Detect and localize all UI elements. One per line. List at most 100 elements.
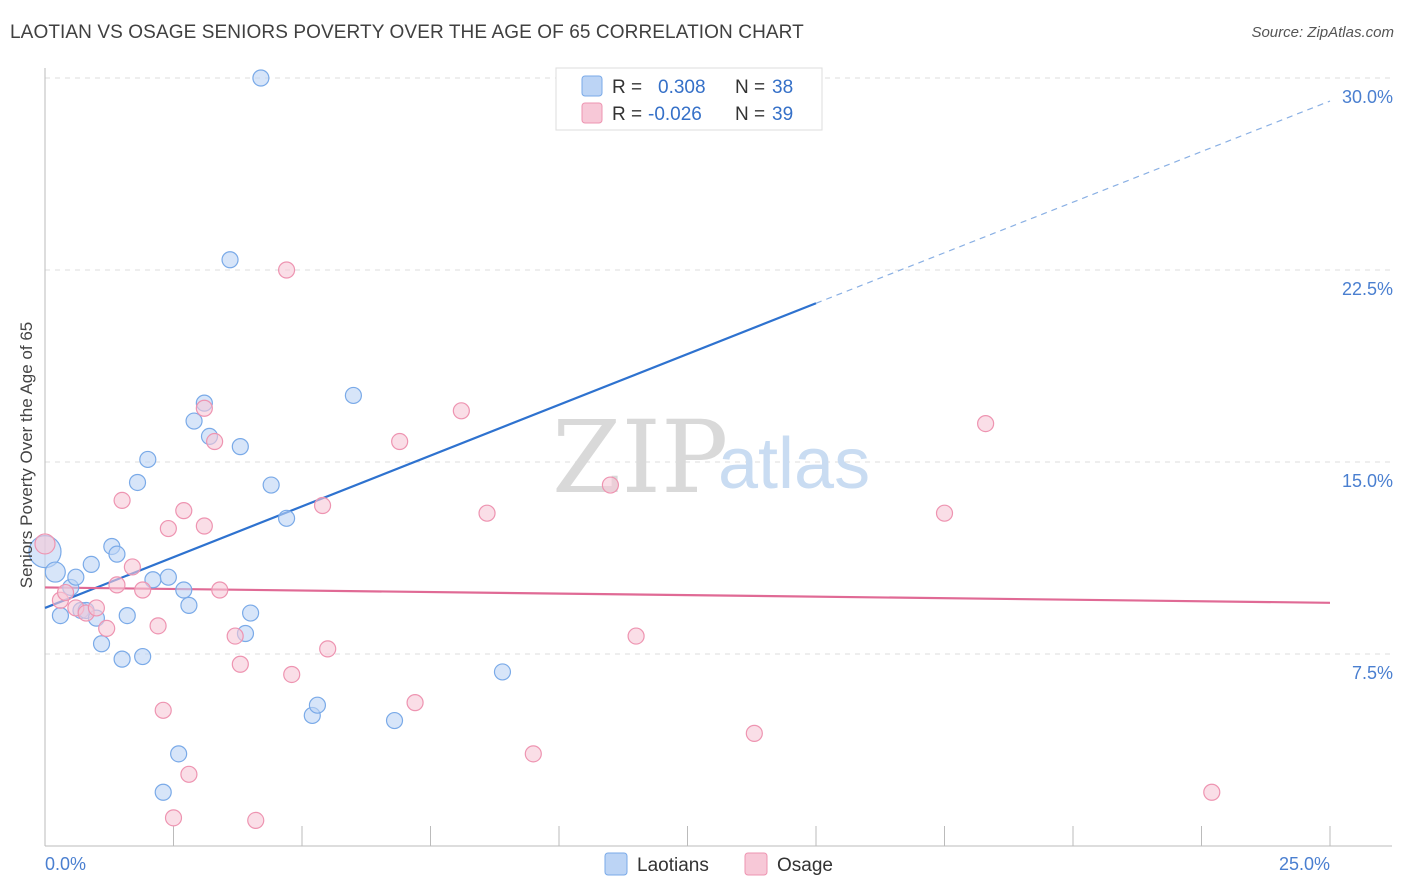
point-osage-5 <box>87 599 106 617</box>
point-osage-13 <box>159 519 177 538</box>
point-osage-31 <box>478 504 496 522</box>
chart-source: Source: ZipAtlas.com <box>1251 24 1394 41</box>
point-osage-19 <box>206 432 224 451</box>
point-laotians-26 <box>221 251 239 269</box>
gridlines <box>45 77 1392 655</box>
point-laotians-37 <box>493 663 512 681</box>
point-laotians-19 <box>159 568 177 586</box>
point-osage-33 <box>601 476 620 494</box>
point-osage-29 <box>406 694 424 712</box>
point-laotians-18 <box>154 783 172 801</box>
point-osage-35 <box>745 724 763 742</box>
trend-line-laotians <box>44 302 817 609</box>
watermark: ZIP atlas <box>552 399 870 516</box>
point-osage-25 <box>283 665 301 684</box>
trend-line-osage <box>44 586 1331 604</box>
point-osage-27 <box>319 640 337 658</box>
point-osage-15 <box>175 502 193 520</box>
point-laotians-12 <box>113 650 131 668</box>
point-laotians-27 <box>231 438 249 456</box>
y-tick-label-0: 7.5% <box>1352 663 1393 683</box>
watermark-atlas: atlas <box>718 424 870 504</box>
point-laotians-22 <box>180 596 198 614</box>
point-laotians-2 <box>51 606 70 625</box>
bottom-legend: Laotians Osage <box>604 852 833 876</box>
point-osage-11 <box>149 617 167 635</box>
point-osage-26 <box>313 496 332 515</box>
point-osage-22 <box>231 655 249 673</box>
legend-r-value-osage: -0.026 <box>648 104 702 125</box>
point-laotians-11 <box>108 545 126 563</box>
point-osage-14 <box>164 809 183 827</box>
legend-n-value-laotians: 38 <box>772 77 793 98</box>
watermark-zip: ZIP <box>552 399 728 516</box>
point-laotians-30 <box>252 69 270 87</box>
point-laotians-21 <box>175 581 193 599</box>
bottom-legend-label-osage: Osage <box>777 855 833 876</box>
legend-n-label-osage: N = <box>735 104 765 125</box>
axes <box>44 68 1392 847</box>
y-tick-label-2: 22.5% <box>1342 279 1393 299</box>
trend-line-laotians-extension <box>815 100 1331 304</box>
point-laotians-4 <box>67 568 85 586</box>
legend-r-label-laotians: R = <box>612 77 642 98</box>
bottom-legend-swatch-osage <box>744 852 768 876</box>
point-osage-28 <box>391 432 409 451</box>
point-osage-17 <box>195 399 213 417</box>
legend-swatch-laotians <box>581 75 603 97</box>
point-osage-7 <box>108 576 126 594</box>
point-laotians-1 <box>44 561 66 583</box>
point-osage-0 <box>34 533 56 555</box>
point-osage-36 <box>935 504 954 522</box>
point-osage-2 <box>56 583 75 602</box>
point-laotians-13 <box>118 606 136 625</box>
point-osage-16 <box>180 765 198 783</box>
point-osage-23 <box>247 811 265 830</box>
bottom-legend-swatch-laotians <box>604 852 628 876</box>
point-laotians-16 <box>139 450 157 469</box>
point-osage-9 <box>123 558 141 576</box>
point-osage-37 <box>977 415 995 433</box>
point-osage-10 <box>134 581 152 599</box>
point-osage-12 <box>154 701 172 719</box>
bottom-legend-label-laotians: Laotians <box>637 855 709 876</box>
y-axis-title: Seniors Poverty Over the Age of 65 <box>17 322 36 588</box>
legend-r-value-laotians: 0.308 <box>658 77 706 98</box>
point-osage-18 <box>195 517 213 535</box>
point-laotians-34 <box>308 696 327 714</box>
point-laotians-23 <box>185 412 203 430</box>
point-osage-21 <box>226 627 244 645</box>
point-laotians-14 <box>128 473 147 492</box>
point-laotians-7 <box>82 555 100 574</box>
point-osage-6 <box>98 619 116 638</box>
point-osage-8 <box>113 491 131 509</box>
point-laotians-35 <box>344 386 362 405</box>
point-laotians-20 <box>170 745 188 763</box>
x-axis-ticks: 0.0% 25.0% <box>44 826 1331 874</box>
y-tick-label-3: 30.0% <box>1342 87 1393 107</box>
point-osage-30 <box>452 402 470 420</box>
point-laotians-32 <box>277 509 296 527</box>
y-tick-label-1: 15.0% <box>1342 471 1393 491</box>
legend: R = 0.308 N = 38 R = -0.026 N = 39 <box>555 67 823 131</box>
point-osage-38 <box>1203 783 1221 801</box>
data-points <box>28 69 1221 830</box>
legend-r-label-osage: R = <box>612 104 642 125</box>
legend-n-label-laotians: N = <box>735 77 765 98</box>
chart-title: LAOTIAN VS OSAGE SENIORS POVERTY OVER TH… <box>10 22 804 43</box>
point-laotians-9 <box>92 635 111 653</box>
x-tick-label-0: 0.0% <box>45 854 86 874</box>
point-laotians-29 <box>242 604 260 622</box>
legend-n-value-osage: 39 <box>772 104 793 125</box>
point-osage-24 <box>277 261 296 279</box>
y-axis-ticks: 7.5% 15.0% 22.5% 30.0% <box>1342 87 1393 683</box>
x-tick-label-1: 25.0% <box>1279 854 1330 874</box>
legend-swatch-osage <box>581 102 603 124</box>
point-laotians-31 <box>262 476 280 494</box>
trend-lines <box>44 100 1331 609</box>
point-osage-20 <box>211 581 229 599</box>
point-osage-32 <box>524 745 542 763</box>
point-laotians-36 <box>385 711 404 730</box>
point-laotians-15 <box>134 647 152 666</box>
